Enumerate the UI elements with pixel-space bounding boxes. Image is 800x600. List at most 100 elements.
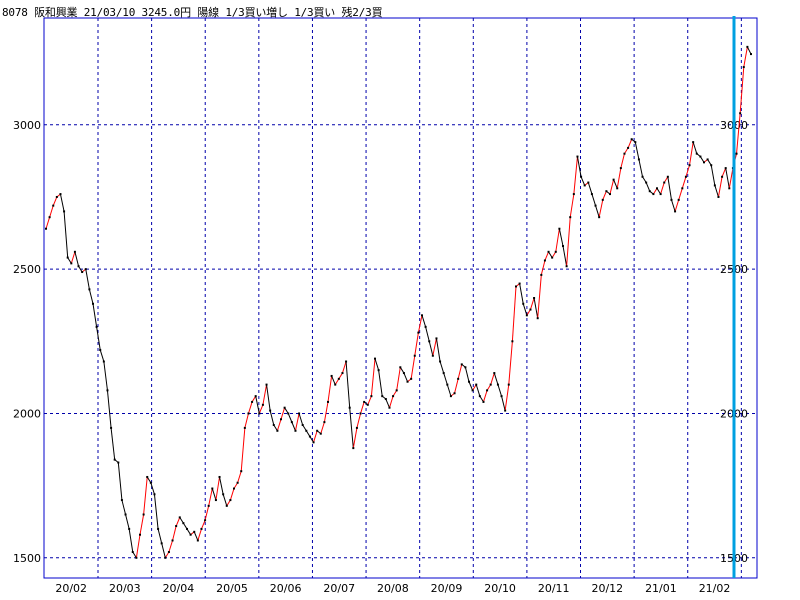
y-tick-labels: 15001500200020002500250030003000 [13, 119, 748, 565]
price-point [178, 516, 181, 519]
price-segment [323, 401, 329, 423]
price-point [182, 522, 185, 525]
price-point [634, 141, 637, 144]
price-point [717, 195, 720, 198]
price-line [45, 46, 752, 559]
price-segment [681, 176, 687, 189]
price-point [551, 256, 554, 259]
price-segment [714, 185, 719, 198]
price-segment [587, 182, 593, 195]
price-point [117, 461, 120, 464]
price-segment [349, 407, 354, 449]
price-point [261, 403, 264, 406]
price-segment [240, 427, 246, 472]
x-tick-label: 20/06 [270, 582, 302, 595]
price-point [222, 493, 225, 496]
price-segment [414, 332, 419, 356]
price-segment [135, 534, 141, 558]
price-segment [204, 505, 210, 521]
price-point [301, 424, 304, 427]
price-segment [454, 378, 459, 394]
price-segment [645, 182, 651, 192]
price-segment [508, 341, 513, 385]
price-point [160, 542, 163, 545]
price-segment [620, 153, 625, 169]
price-segment [280, 407, 286, 420]
price-point [135, 556, 138, 559]
price-point [681, 187, 684, 190]
price-point [204, 519, 207, 522]
price-point [196, 539, 199, 542]
price-point [200, 527, 203, 530]
price-point [167, 551, 170, 554]
price-segment [555, 228, 560, 252]
price-segment [573, 156, 578, 195]
price-point [533, 297, 536, 299]
price-segment [219, 476, 224, 495]
price-point [728, 187, 731, 190]
price-segment [439, 361, 445, 374]
price-point [218, 475, 221, 478]
price-segment [125, 514, 130, 530]
price-point [254, 395, 257, 398]
price-point [124, 513, 127, 516]
price-segment [533, 297, 539, 319]
price-point [312, 441, 315, 444]
price-point [594, 204, 597, 207]
price-point [706, 158, 709, 161]
price-point [146, 475, 149, 478]
price-segment [475, 384, 481, 397]
price-segment [493, 372, 499, 385]
price-segment [168, 540, 174, 553]
price-segment [558, 228, 564, 247]
price-segment [287, 413, 293, 423]
price-segment [566, 217, 571, 267]
price-point [496, 383, 499, 386]
price-segment [385, 398, 390, 408]
price-segment [327, 375, 333, 402]
price-point [724, 167, 727, 170]
price-point [316, 429, 319, 432]
price-point [468, 380, 470, 383]
price-point [247, 412, 250, 415]
x-tick-label: 20/04 [163, 582, 195, 595]
price-segment [501, 396, 506, 411]
price-segment [360, 401, 365, 414]
price-point [424, 325, 427, 328]
price-point [529, 308, 532, 311]
price-point [374, 357, 376, 360]
x-tick-label: 20/08 [377, 582, 409, 595]
price-point [45, 227, 47, 230]
grid-layer [44, 18, 757, 578]
price-point [684, 175, 687, 178]
price-point [149, 481, 152, 484]
price-point [258, 412, 261, 415]
price-segment [269, 410, 275, 426]
price-point [305, 429, 308, 432]
price-point [392, 395, 395, 398]
price-segment [522, 303, 528, 316]
price-point [522, 302, 525, 305]
price-point [547, 250, 550, 253]
price-point [428, 340, 431, 343]
price-point [616, 187, 619, 190]
price-point [102, 360, 105, 363]
price-point [489, 383, 492, 386]
price-segment [529, 297, 535, 310]
price-segment [537, 274, 542, 319]
price-point [211, 487, 214, 490]
price-points [45, 45, 752, 559]
price-segment [497, 384, 503, 397]
price-segment [410, 355, 416, 379]
price-segment [685, 165, 691, 177]
price-point [77, 265, 80, 268]
price-point [280, 418, 282, 421]
price-segment [352, 427, 358, 449]
price-point [113, 458, 116, 461]
price-point [52, 204, 55, 207]
price-point [536, 317, 539, 320]
price-point [410, 377, 413, 380]
price-point [692, 141, 695, 144]
price-segment [374, 358, 380, 371]
